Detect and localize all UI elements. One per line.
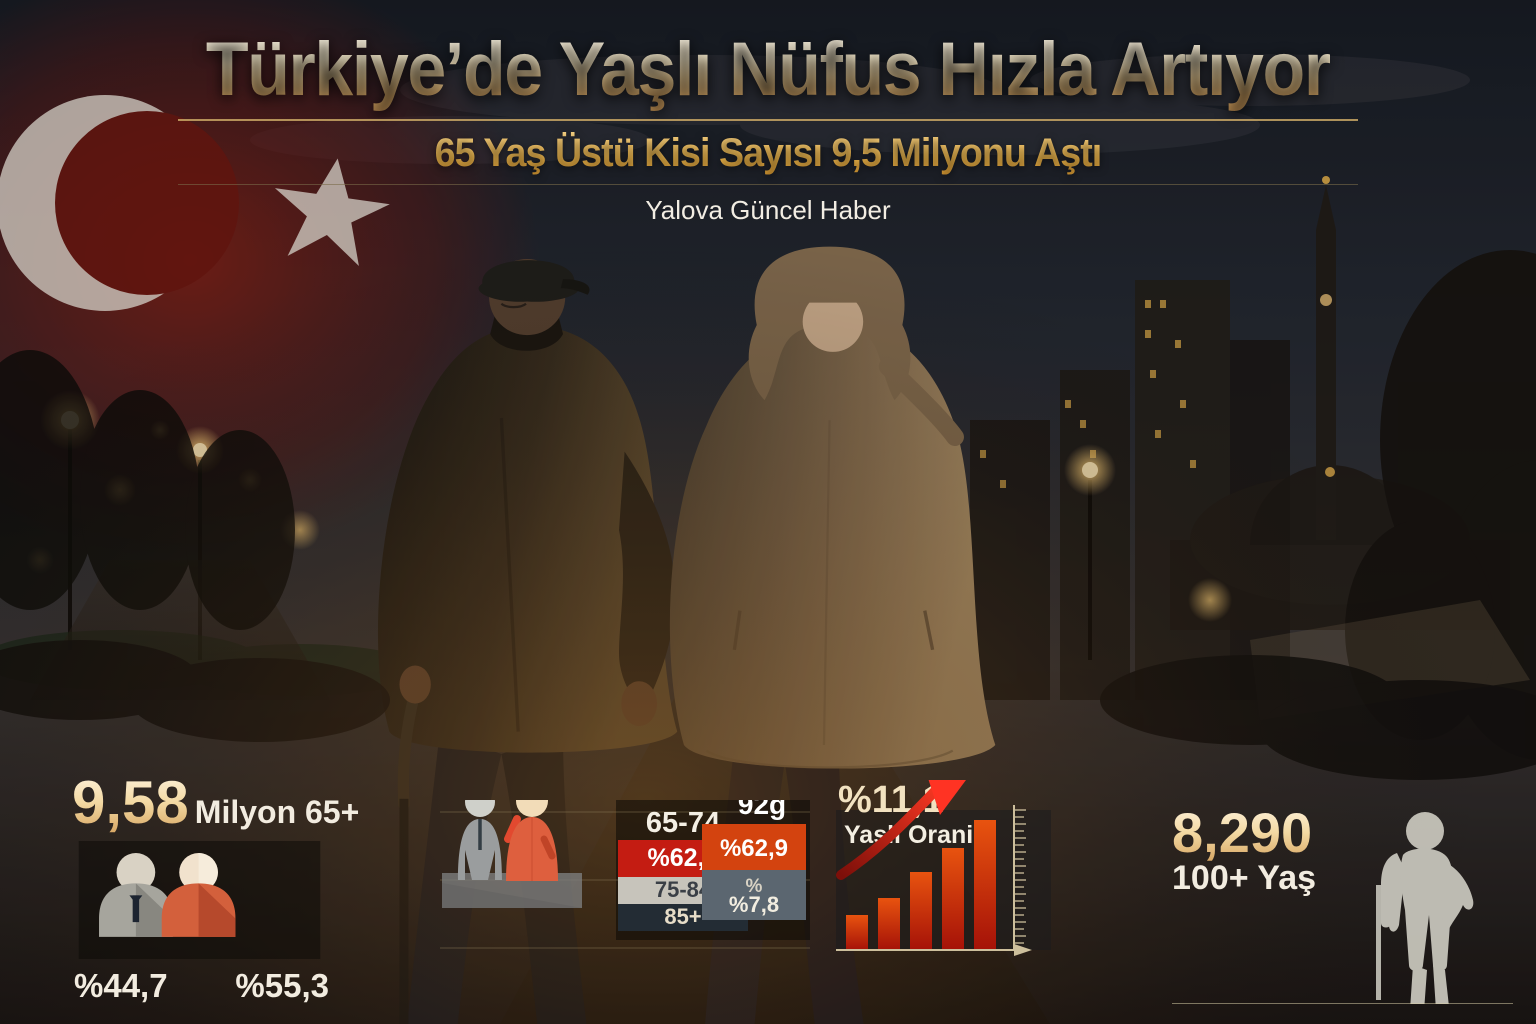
svg-text:Yasli Orani: Yasli Orani (844, 821, 973, 849)
svg-text:%62,9: %62,9 (720, 835, 788, 862)
svg-text:92g: 92g (738, 800, 786, 820)
svg-text:85+: 85+ (664, 904, 701, 929)
svg-text:%7,8: %7,8 (729, 892, 779, 917)
